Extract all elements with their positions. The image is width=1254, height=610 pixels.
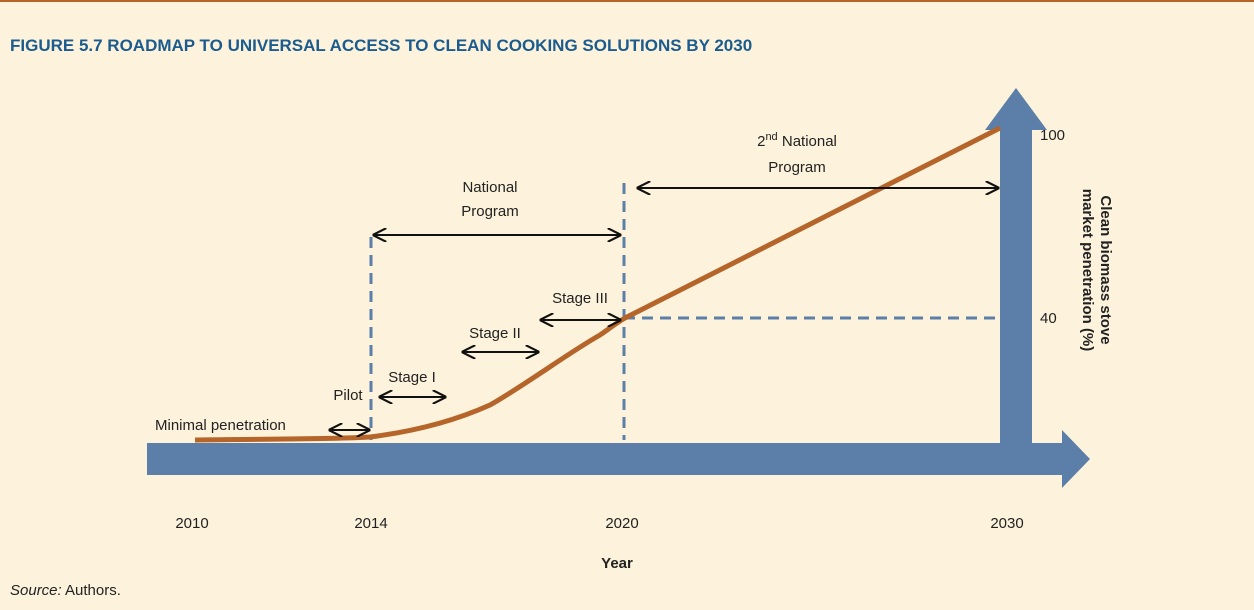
source-text: Authors.	[62, 582, 121, 599]
x-label: 2014	[354, 515, 387, 532]
phase-label: Stage II	[469, 325, 521, 342]
phase-label: Stage I	[388, 369, 436, 386]
x-label: 2020	[605, 515, 638, 532]
phase-label: Stage III	[552, 290, 608, 307]
x-label: 2010	[175, 515, 208, 532]
ordinal: 2	[757, 133, 765, 150]
source-label: Source:	[10, 582, 62, 599]
y-axis-arrow	[985, 88, 1047, 445]
y-label: 100	[1040, 127, 1065, 144]
penetration-curve	[194, 125, 1002, 443]
phase-label: Program	[768, 159, 826, 176]
x-label: 2030	[990, 515, 1023, 532]
y-axis-title: market penetration (%)	[1079, 189, 1096, 352]
phase-label: 2nd National	[757, 131, 837, 150]
y-label: 40	[1040, 310, 1057, 327]
x-axis-title: Year	[601, 555, 633, 572]
phase-label: National	[462, 179, 517, 196]
phase-label: Minimal penetration	[155, 417, 286, 434]
source-note: Source: Authors.	[10, 582, 121, 599]
phase-label: Pilot	[333, 387, 363, 404]
figure-title: FIGURE 5.7 ROADMAP TO UNIVERSAL ACCESS T…	[10, 36, 752, 55]
x-axis-arrow	[147, 430, 1090, 488]
phase-text: National	[778, 133, 837, 150]
ordinal-suffix: nd	[765, 131, 777, 143]
y-axis-title: Clean biomass stove	[1097, 195, 1114, 344]
phase-label: Program	[461, 203, 519, 220]
